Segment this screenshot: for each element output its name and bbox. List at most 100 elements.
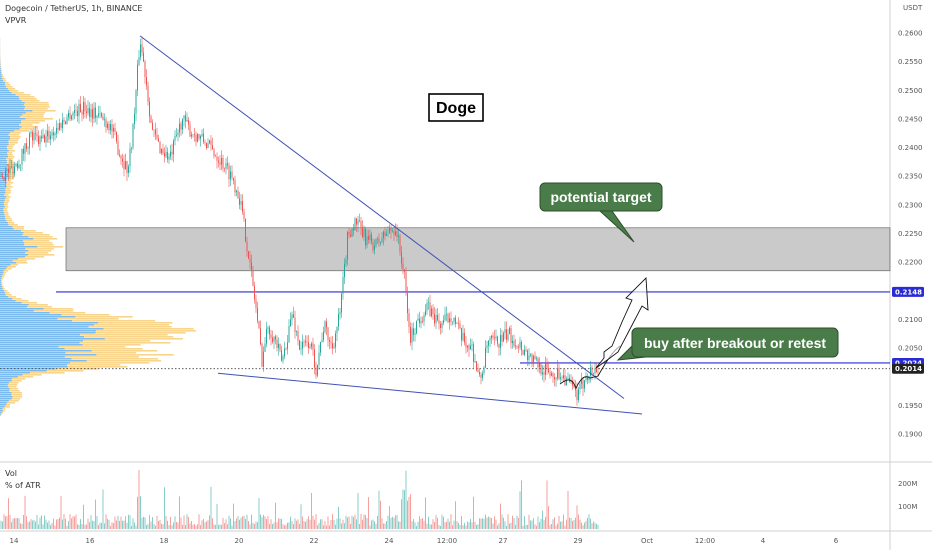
candle-down xyxy=(32,132,33,141)
volume-bar xyxy=(84,524,86,529)
volume-bar xyxy=(377,515,378,529)
candle-down xyxy=(393,230,395,235)
candle-up xyxy=(443,320,444,323)
volume-profile-bar-up xyxy=(0,112,26,114)
volume-bar xyxy=(149,515,150,529)
candle-up xyxy=(453,317,455,322)
volume-bar xyxy=(141,517,143,529)
volume-profile-bar-up xyxy=(0,76,2,78)
volume-profile-bar-down xyxy=(9,390,20,392)
indicator-label[interactable]: VPVR xyxy=(5,16,27,25)
volume-bar xyxy=(204,522,206,529)
volume-profile-bar-up xyxy=(0,184,6,186)
candle-up xyxy=(282,356,284,361)
time-axis[interactable]: 14 16 18 20 22 24 12:00 27 29 Oct 12:00 4 6 xyxy=(10,537,839,545)
candle-up xyxy=(179,123,180,133)
volume-bar xyxy=(519,491,521,529)
candle-down xyxy=(480,374,482,378)
candle-up xyxy=(5,171,6,181)
candle-down xyxy=(516,345,518,348)
volume-bar xyxy=(3,514,5,529)
candle-down xyxy=(468,345,470,350)
volume-profile-bar-up xyxy=(0,146,7,148)
volume-profile-bar-down xyxy=(1,76,4,78)
volume-bar xyxy=(24,495,26,529)
title-annotation[interactable]: Doge xyxy=(428,93,484,122)
candle-up xyxy=(488,340,489,346)
volume-profile-bar-up xyxy=(0,174,9,176)
candle-down xyxy=(167,151,168,160)
candle-up xyxy=(486,345,488,348)
candle-down xyxy=(573,385,575,388)
candle-up xyxy=(197,134,198,142)
price-axis[interactable]: 0.1900 0.1950 0.2050 0.2100 0.2200 0.2250 0.23… xyxy=(892,30,924,512)
volume-bar xyxy=(192,524,194,529)
volume-profile-bar-down xyxy=(3,208,8,210)
volume-bar xyxy=(588,514,590,529)
candle-down xyxy=(479,371,480,375)
volume-profile-bar-up xyxy=(0,392,12,394)
volume-profile-bar-up xyxy=(0,212,5,214)
volume-profile-bar-up xyxy=(0,168,8,170)
candle-down xyxy=(419,318,420,324)
volume-bar xyxy=(353,517,354,529)
candle-down xyxy=(494,337,495,339)
volume-bar xyxy=(230,518,231,529)
volume-profile-bar-up xyxy=(0,332,96,334)
volume-profile-bar-down xyxy=(5,188,11,190)
volume-bar xyxy=(512,515,513,529)
volume-profile-bar-up xyxy=(0,144,9,146)
symbol-line[interactable]: Dogecoin / TetherUS, 1h, BINANCE xyxy=(5,4,143,13)
volume-bar xyxy=(471,522,473,529)
candle-down xyxy=(543,372,545,375)
candle-down xyxy=(69,112,71,120)
volume-bar xyxy=(372,519,374,529)
price-tick-label: 0.2200 xyxy=(898,259,923,267)
candle-up xyxy=(503,333,504,342)
volume-bar xyxy=(246,514,248,529)
candle-up xyxy=(54,133,56,136)
time-tick-label: 27 xyxy=(499,537,508,545)
volume-bar xyxy=(102,489,104,529)
volume-profile-bar-up xyxy=(0,138,11,140)
volume-profile-bar-up xyxy=(0,356,65,358)
volume-bar xyxy=(357,492,359,529)
volume-bar xyxy=(264,516,266,529)
candle-down xyxy=(237,190,239,199)
volume-bar xyxy=(434,521,435,529)
volume-bar xyxy=(183,515,185,529)
volume-profile-bar-down xyxy=(8,150,15,152)
candle-up xyxy=(512,340,513,344)
volume-profile-bar-up xyxy=(0,278,2,280)
buy-callout[interactable]: buy after breakout or retest xyxy=(616,327,839,361)
candle-up xyxy=(423,315,425,322)
volume-bar xyxy=(474,522,476,529)
target-callout[interactable]: potential target xyxy=(539,182,663,243)
volume-bar xyxy=(53,518,54,529)
candle-up xyxy=(471,344,473,346)
volume-label[interactable]: Vol xyxy=(5,469,17,478)
volume-bar xyxy=(320,519,321,529)
volume-profile-bar-down xyxy=(25,256,45,258)
volume-profile-bar-up xyxy=(0,380,12,382)
volume-bar xyxy=(425,497,426,529)
candle-down xyxy=(492,335,494,338)
candle-down xyxy=(12,167,14,174)
candle-down xyxy=(422,321,423,322)
volume-profile-bar-down xyxy=(7,152,13,154)
volume-bar xyxy=(396,515,398,529)
volume-profile-bar-down xyxy=(1,282,3,284)
volume-profile-bar-down xyxy=(8,174,15,176)
volume-profile-bar-up xyxy=(0,350,92,352)
atr-label[interactable]: % of ATR xyxy=(5,481,41,490)
volume-profile-bar-down xyxy=(6,268,12,270)
volume-bar xyxy=(333,520,335,529)
volume-bar xyxy=(524,516,525,529)
volume-bar xyxy=(258,498,260,529)
candle-down xyxy=(189,124,191,137)
volume-profile-bar-up xyxy=(0,370,47,372)
candle-down xyxy=(362,227,363,237)
candle-up xyxy=(288,326,290,343)
volume-profile-bar-down xyxy=(21,302,38,304)
